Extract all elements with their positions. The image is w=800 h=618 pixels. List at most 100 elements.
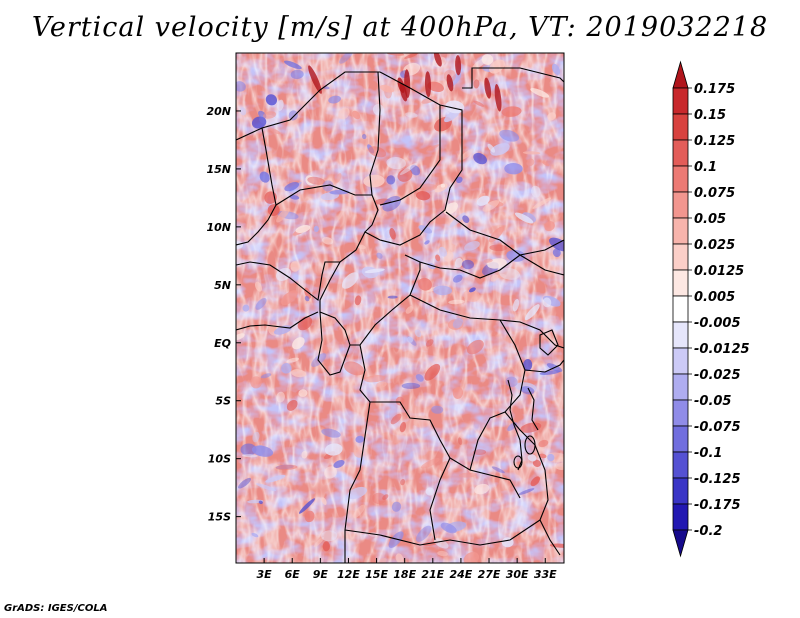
downdraft-feature [507, 422, 517, 431]
updraft-feature [322, 541, 330, 552]
updraft-feature [335, 173, 342, 183]
updraft-feature [459, 148, 474, 161]
downdraft-feature [347, 486, 368, 500]
downdraft-feature [539, 370, 561, 375]
downdraft-feature [284, 181, 300, 192]
downdraft-feature [361, 133, 367, 140]
updraft-feature [416, 191, 431, 201]
downdraft-feature [339, 53, 353, 64]
updraft-feature [236, 333, 245, 341]
updraft-feature [418, 277, 432, 291]
grads-credit: GrADS: IGES/COLA [4, 603, 108, 614]
downdraft-feature [236, 241, 244, 249]
updraft-feature [321, 497, 327, 505]
downdraft-feature [522, 359, 533, 371]
downdraft-feature [322, 180, 334, 192]
downdraft-feature [469, 287, 476, 293]
colorbar-bin [672, 165, 689, 193]
updraft-feature [321, 236, 334, 245]
downdraft-feature [387, 295, 398, 299]
downdraft-feature [476, 195, 490, 206]
y-tick-label: 20N [206, 105, 231, 118]
strong-updraft-feature [308, 65, 322, 94]
y-tick-label: 15S [208, 511, 231, 524]
colorbar-bin [672, 191, 689, 219]
updraft-feature [437, 550, 448, 557]
downdraft-feature [431, 405, 444, 414]
updraft-feature [523, 151, 541, 155]
colorbar-label: -0.125 [694, 472, 741, 487]
downdraft-feature [304, 295, 310, 302]
downdraft-feature [280, 363, 292, 374]
updraft-feature [354, 295, 362, 306]
downdraft-feature [547, 453, 555, 462]
colorbar-bin [672, 477, 689, 505]
updraft-feature [435, 254, 441, 262]
updraft-feature [364, 375, 386, 383]
y-tick-label: 15N [206, 163, 231, 176]
downdraft-feature [252, 431, 260, 443]
downdraft-feature [531, 185, 541, 198]
colorbar-bin [672, 321, 689, 349]
y-tick-label: EQ [214, 337, 231, 350]
downdraft-feature [240, 443, 257, 456]
x-tick-label: 30E [506, 568, 529, 581]
downdraft-feature [449, 212, 466, 228]
y-tick-label: 10S [208, 453, 231, 466]
updraft-feature [353, 449, 364, 458]
updraft-feature [448, 299, 465, 305]
downdraft-feature [473, 152, 487, 165]
downdraft-feature [341, 272, 359, 289]
y-tick-label: 10N [206, 221, 231, 234]
downdraft-feature [277, 99, 284, 111]
updraft-feature [280, 290, 298, 306]
downdraft-feature [464, 241, 480, 251]
downdraft-feature [405, 112, 418, 118]
colorbar-bin [672, 139, 689, 167]
colorbar-label: -0.005 [694, 316, 741, 331]
downdraft-feature [251, 532, 259, 538]
downdraft-feature [490, 143, 510, 156]
colorbar-label: -0.175 [694, 498, 741, 513]
updraft-feature [555, 462, 564, 470]
downdraft-feature [355, 435, 365, 443]
downdraft-feature [290, 69, 304, 80]
updraft-feature [304, 510, 315, 523]
updraft-feature [489, 244, 507, 252]
downdraft-feature [527, 454, 537, 462]
updraft-feature [547, 112, 556, 121]
updraft-feature [305, 175, 315, 186]
updraft-feature [481, 54, 494, 65]
downdraft-feature [386, 156, 406, 170]
downdraft-feature [321, 428, 341, 438]
downdraft-feature [452, 317, 463, 329]
colorbar-bin [672, 399, 689, 427]
updraft-feature [379, 84, 395, 93]
downdraft-feature [242, 454, 258, 458]
downdraft-feature [452, 274, 463, 283]
colorbar-bin [672, 295, 689, 323]
chart-title: Vertical velocity [m/s] at 400hPa, VT: 2… [31, 12, 769, 43]
downdraft-feature [456, 176, 463, 184]
updraft-feature [405, 306, 414, 314]
colorbar-bin [672, 347, 689, 375]
downdraft-feature [440, 522, 457, 534]
downdraft-feature [400, 162, 417, 175]
downdraft-feature [433, 538, 449, 549]
updraft-feature [357, 244, 366, 250]
updraft-feature [466, 339, 484, 355]
updraft-feature [425, 339, 434, 347]
colorbar-bin [672, 373, 689, 401]
updraft-feature [290, 261, 300, 272]
updraft-feature [473, 449, 487, 456]
x-tick-label: 9E [313, 568, 329, 581]
strong-updraft-feature [399, 83, 408, 102]
colorbar-min-arrow [672, 529, 689, 558]
updraft-feature [307, 176, 326, 185]
colorbar-bin [672, 503, 689, 531]
downdraft-feature [514, 212, 534, 224]
updraft-feature [338, 107, 350, 120]
downdraft-feature [433, 285, 452, 296]
updraft-feature [530, 476, 540, 487]
